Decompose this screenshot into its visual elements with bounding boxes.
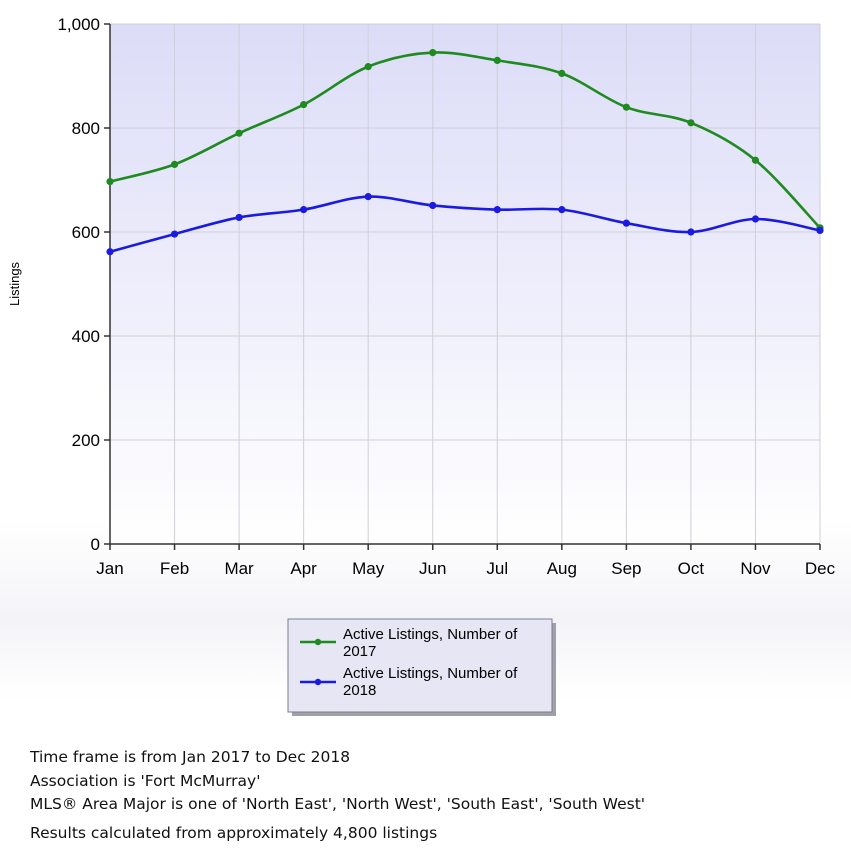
data-point-2018-nov: [751, 215, 760, 223]
data-point-2017-jun: [429, 49, 437, 57]
plot-area: [110, 24, 820, 544]
data-point-2017-jul: [493, 56, 501, 64]
data-point-2017-mar: [235, 129, 243, 137]
x-tick-label: Dec: [805, 559, 836, 578]
y-tick-label: 400: [72, 327, 100, 346]
legend-label-2017-line1: Active Listings, Number of: [343, 626, 518, 643]
legend: Active Listings, Number of 2017 Active L…: [287, 618, 556, 716]
x-tick-label: May: [352, 559, 385, 578]
data-point-2018-dec: [816, 226, 824, 235]
x-tick-label: Feb: [160, 559, 189, 578]
legend-box: [287, 618, 553, 713]
y-tick-label: 0: [91, 535, 100, 554]
footer-area: MLS® Area Major is one of 'North East', …: [30, 795, 646, 813]
line-chart: 0 200 400 600 800 1,000 Jan Feb Mar Apr May Jun Jul A…: [7, 15, 836, 716]
data-point-2018-aug: [558, 206, 566, 214]
data-point-2017-sep: [622, 103, 630, 111]
data-point-2018-jun: [429, 201, 437, 210]
y-axis-label: Listings: [7, 261, 22, 306]
legend-label-2017-line2: 2017: [343, 643, 376, 660]
data-point-2018-jul: [493, 206, 501, 214]
x-tick-label: Oct: [678, 559, 705, 578]
legend-item-2018: Active Listings, Number of 2018: [300, 665, 518, 699]
y-tick-label: 200: [72, 431, 100, 450]
data-point-2018-sep: [622, 219, 630, 227]
footer-results: Results calculated from approximately 4,…: [30, 823, 438, 842]
x-tick-label: Jan: [96, 559, 123, 578]
data-point-2018-mar: [235, 213, 243, 222]
data-point-2017-may: [364, 63, 372, 71]
series-2018: [106, 193, 824, 256]
data-point-2017-jan: [106, 177, 114, 186]
data-point-2018-may: [364, 193, 372, 201]
data-point-2017-aug: [558, 69, 566, 77]
data-point-2017-nov: [751, 156, 760, 164]
y-tick-label: 600: [72, 223, 100, 242]
data-point-2018-feb: [170, 230, 179, 238]
axes: 0 200 400 600 800 1,000 Jan Feb Mar Apr May Jun Jul A…: [57, 15, 835, 578]
data-point-2018-oct: [687, 228, 695, 236]
data-point-2017-feb: [170, 160, 179, 168]
legend-label-2018-line1: Active Listings, Number of: [343, 665, 518, 682]
x-tick-label: Mar: [224, 559, 254, 578]
y-tick-label: 800: [72, 119, 100, 138]
data-point-2018-jan: [106, 248, 114, 256]
footer-association: Association is 'Fort McMurray': [30, 771, 261, 790]
data-point-2018-apr: [300, 206, 308, 214]
footer-notes: Time frame is from Jan 2017 to Dec 2018 …: [30, 746, 645, 845]
series-layer: [106, 49, 824, 256]
x-tick-label: Apr: [290, 559, 317, 578]
footer-timeframe: Time frame is from Jan 2017 to Dec 2018: [30, 748, 351, 766]
series-line-2017: [109, 51, 821, 229]
y-tick-label: 1,000: [57, 15, 100, 34]
x-tick-label: Nov: [740, 559, 771, 578]
data-point-2017-oct: [687, 119, 695, 127]
data-point-2017-apr: [300, 101, 308, 109]
x-tick-label: Sep: [611, 559, 641, 578]
series-line-2018: [109, 195, 821, 254]
x-tick-label: Aug: [547, 559, 577, 578]
legend-item-2017: Active Listings, Number of 2017: [300, 626, 518, 660]
legend-label-2018-line2: 2018: [343, 682, 376, 699]
x-tick-label: Jun: [419, 559, 446, 578]
x-tick-label: Jul: [486, 559, 508, 578]
